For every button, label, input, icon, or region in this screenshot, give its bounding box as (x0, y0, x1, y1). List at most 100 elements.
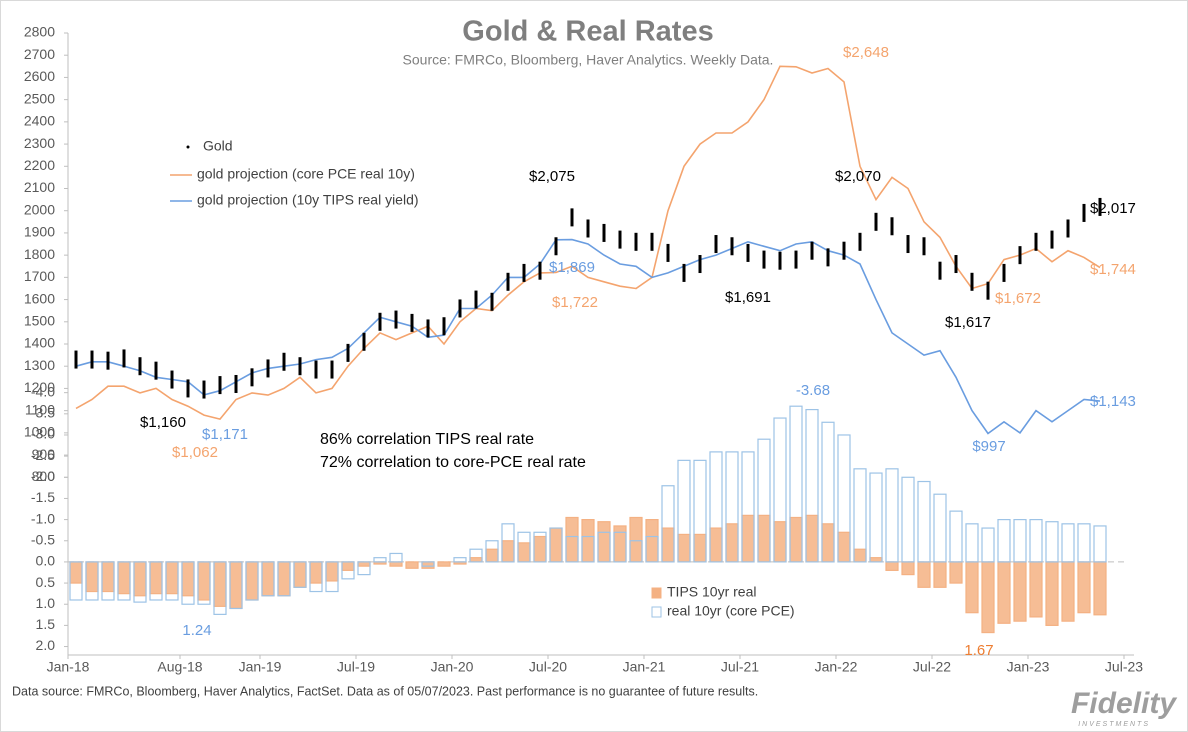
annotation: $1,171 (202, 426, 248, 443)
y2-tick-label: 1.0 (36, 595, 56, 611)
gold-candle (298, 357, 302, 376)
rate-bar (149, 561, 163, 595)
gold-candle (682, 263, 686, 282)
rate-bar (885, 561, 899, 571)
annotation: $1,691 (725, 289, 771, 306)
rate-bar (165, 561, 179, 595)
rate-bar (501, 523, 515, 563)
rate-bar (757, 438, 771, 563)
gold-candle (746, 243, 750, 262)
gold-candle (250, 368, 254, 387)
y-tick-label: 1700 (24, 268, 55, 284)
rate-bar (789, 405, 803, 563)
y2-tick-label: -2.0 (31, 468, 55, 484)
y2-tick-label: -3.5 (31, 405, 55, 421)
rate-bar (485, 540, 499, 563)
y-tick-label: 2200 (24, 157, 55, 173)
gold-candle (442, 317, 446, 336)
annotation: $1,617 (945, 314, 991, 331)
rate-bar (613, 525, 627, 563)
y-tick-label: 1100 (25, 401, 55, 417)
rate-bar (197, 561, 211, 605)
gold-candle (810, 241, 814, 260)
rate-bar (1013, 561, 1027, 622)
y2-tick-label: 2.0 (36, 637, 56, 653)
gold-candle (970, 272, 974, 291)
annotation: -3.68 (796, 382, 830, 399)
rate-bar (341, 561, 355, 571)
rate-bar (581, 518, 595, 563)
rate-bar (869, 557, 883, 563)
rate-bar (741, 451, 755, 563)
gold-candle (186, 379, 190, 398)
gold-candle (1034, 232, 1038, 251)
y2-tick-label: 0.5 (36, 574, 56, 590)
rate-bar (1077, 561, 1091, 614)
gold-candle (906, 235, 910, 254)
rate-bar (101, 561, 115, 593)
annotation: $1,672 (995, 290, 1041, 307)
annotation: $997 (972, 438, 1005, 455)
gold-candle (1002, 263, 1006, 282)
gold-candle (74, 350, 78, 369)
rate-bar (533, 535, 547, 563)
rate-bar (917, 561, 931, 588)
rate-bar (325, 561, 339, 582)
y2-tick-label: -2.5 (31, 447, 55, 463)
chart-title: Gold & Real Rates (462, 16, 713, 48)
rate-bar (565, 516, 579, 563)
gold-candle (874, 212, 878, 231)
rate-bar (421, 561, 435, 567)
gold-candle (346, 343, 350, 362)
annotation: $2,070 (835, 168, 881, 185)
rate-bar (645, 518, 659, 563)
annotation: 1.24 (182, 622, 211, 639)
rate-bar (677, 459, 691, 563)
rate-bar (869, 472, 883, 563)
y-tick-label: 1800 (24, 246, 55, 262)
rate-bar (853, 548, 867, 563)
rate-bar (517, 531, 531, 563)
rate-bar (981, 561, 995, 634)
gold-candle (426, 319, 430, 338)
rate-bar (453, 557, 467, 563)
rate-bar (693, 533, 707, 563)
gold-candle (570, 208, 574, 227)
rate-bar (917, 480, 931, 563)
rate-bar (677, 533, 691, 563)
rate-bar (325, 561, 339, 593)
annotation: $1,744 (1090, 261, 1136, 278)
gold-candle (1066, 219, 1070, 238)
rate-bar (661, 485, 675, 563)
x-tick-label: Jul-20 (529, 659, 567, 675)
rate-bar (437, 561, 451, 567)
rate-bar (389, 552, 403, 563)
gold-candle (714, 235, 718, 254)
rate-bar (277, 561, 291, 597)
rate-bar (517, 542, 531, 563)
y2-tick-label: 0.0 (36, 553, 56, 569)
gold-candle (282, 352, 286, 371)
x-tick-label: Jan-22 (815, 659, 858, 675)
x-tick-label: Jul-21 (721, 659, 759, 675)
rate-bar (709, 527, 723, 563)
rate-bar (245, 561, 259, 601)
footnote: Data source: FMRCo, Bloomberg, Haver Ana… (12, 684, 758, 698)
x-tick-label: Jan-21 (623, 659, 666, 675)
rate-bar (341, 561, 355, 580)
rate-bar (1061, 561, 1075, 622)
rate-bar (821, 421, 835, 563)
rate-bar (645, 535, 659, 563)
rate-bar (805, 408, 819, 563)
gold-candle (826, 248, 830, 267)
gold-candle (362, 332, 366, 351)
legend-label: gold projection (core PCE real 10y) (197, 166, 415, 182)
rate-bar (373, 557, 387, 563)
gold-candle (234, 374, 238, 393)
rate-bar (1045, 521, 1059, 563)
rate-bar (965, 523, 979, 563)
gold-candle (842, 241, 846, 260)
annotation: $2,648 (843, 44, 889, 61)
gold-candle (522, 263, 526, 282)
